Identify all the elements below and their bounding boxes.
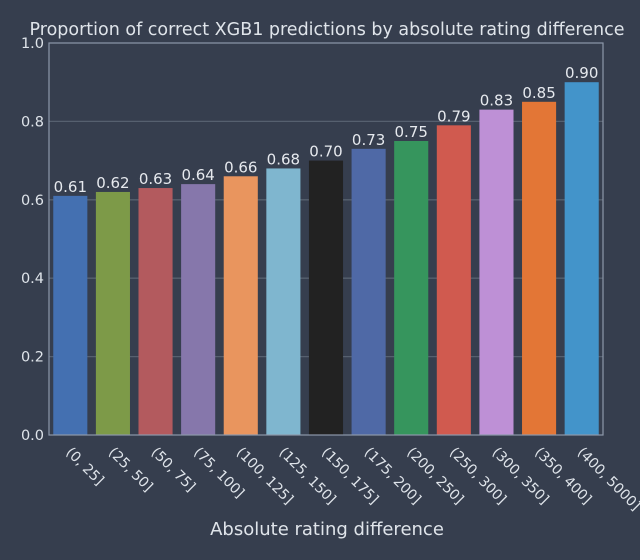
bars — [53, 82, 599, 436]
bar — [351, 148, 386, 435]
y-tick-label: 0.4 — [21, 271, 44, 287]
bar — [138, 188, 173, 435]
bar — [223, 176, 258, 435]
x-axis-label: Absolute rating difference — [210, 519, 444, 540]
data-label: 0.73 — [352, 131, 385, 149]
data-label: 0.83 — [480, 92, 513, 110]
bar — [53, 195, 88, 435]
data-label: 0.70 — [309, 143, 342, 161]
bar — [95, 191, 130, 435]
y-axis-ticks: 0.0 0.2 0.4 0.6 0.8 1.0 — [21, 36, 44, 444]
chart-title: Proportion of correct XGB1 predictions b… — [30, 20, 625, 40]
bar — [266, 168, 301, 435]
data-label: 0.63 — [139, 170, 172, 188]
data-labels: 0.61 0.62 0.63 0.64 0.66 0.68 0.70 0.73 0.75 0.79… — [54, 64, 599, 196]
data-label: 0.61 — [54, 178, 87, 196]
data-label: 0.64 — [181, 166, 214, 184]
bar — [436, 125, 471, 435]
data-label: 0.90 — [565, 64, 598, 82]
x-tick-label: (0, 25] — [62, 445, 106, 489]
y-tick-label: 1.0 — [21, 36, 44, 52]
y-tick-label: 0.6 — [21, 193, 44, 209]
bar — [522, 101, 557, 436]
x-tick-label: (25, 50] — [105, 445, 156, 496]
bar — [394, 141, 429, 435]
x-axis-ticks: (0, 25](25, 50](50, 75](75, 100](100, 12… — [62, 445, 640, 514]
data-label: 0.62 — [96, 174, 129, 192]
y-tick-label: 0.8 — [21, 114, 44, 130]
x-tick-label: (50, 75] — [148, 445, 199, 496]
bar — [479, 109, 514, 435]
data-label: 0.75 — [395, 123, 428, 141]
data-label: 0.66 — [224, 158, 257, 176]
data-label: 0.79 — [437, 107, 470, 125]
y-tick-label: 0.0 — [21, 428, 44, 444]
data-label: 0.85 — [522, 84, 555, 102]
data-label: 0.68 — [267, 150, 300, 168]
bar — [564, 82, 599, 435]
y-tick-label: 0.2 — [21, 350, 44, 366]
plot-frame — [48, 42, 604, 436]
bar — [308, 160, 344, 435]
bar — [181, 184, 216, 435]
